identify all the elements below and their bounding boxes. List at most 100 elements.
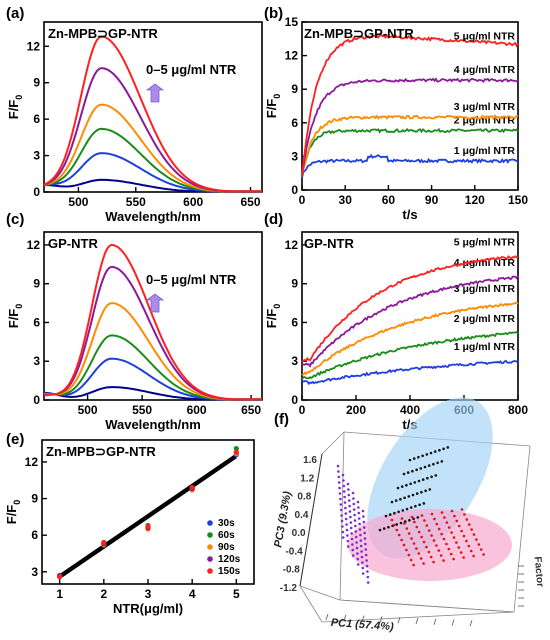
pca-point-black bbox=[423, 465, 427, 469]
pca-point-purple bbox=[361, 572, 365, 575]
data-point-150s bbox=[233, 449, 239, 455]
pc3-tick-label: 0.8 bbox=[297, 492, 311, 503]
axis-box-edge bbox=[321, 611, 515, 623]
pca-point-red bbox=[457, 546, 461, 549]
pca-point-red bbox=[440, 532, 443, 536]
pca-point-black bbox=[408, 458, 412, 462]
pca-point-black bbox=[428, 488, 432, 491]
pca-point-red bbox=[445, 521, 449, 524]
x-tick-label: 400 bbox=[400, 403, 420, 417]
series-label-2: 3 μg/ml NTR bbox=[454, 283, 516, 295]
pca-point-red bbox=[459, 551, 463, 554]
x-axis-label: Wavelength/nm bbox=[105, 417, 201, 432]
x-tick-label: 650 bbox=[241, 403, 261, 417]
pca-point-purple bbox=[355, 546, 359, 550]
pca-point-red bbox=[410, 537, 413, 540]
x-tick-label: 150 bbox=[508, 193, 528, 207]
pca-point-purple bbox=[360, 550, 363, 553]
pca-point-black bbox=[446, 446, 450, 449]
x-tick-label: 500 bbox=[68, 195, 88, 209]
pca-point-purple bbox=[359, 533, 362, 537]
panel-f: (f) 1.6 1.2 0.8 0.4 0.0 -0.4 -0.8 -1.2 PC3 (9.3%)… bbox=[272, 397, 545, 633]
pc1-tick-mark bbox=[343, 614, 347, 621]
pca-point-red bbox=[477, 543, 481, 546]
x-tick-label: 30 bbox=[339, 193, 353, 207]
pca-point-black bbox=[401, 509, 405, 512]
pca-point-red bbox=[455, 519, 459, 523]
pca-point-red bbox=[422, 540, 426, 544]
pca-point-black bbox=[405, 483, 408, 487]
pca-point-red bbox=[457, 524, 461, 528]
pca-point-black bbox=[399, 497, 402, 501]
pca-point-black bbox=[422, 502, 426, 505]
pca-point-purple bbox=[344, 517, 348, 521]
pca-point-black bbox=[409, 482, 412, 486]
pca-point-red bbox=[407, 553, 411, 557]
pca-point-purple bbox=[351, 554, 355, 557]
pca-point-black bbox=[418, 503, 421, 507]
pca-point-red bbox=[413, 520, 416, 524]
pca-point-red bbox=[475, 538, 478, 541]
pca-point-black bbox=[382, 527, 386, 530]
data-point-150s bbox=[101, 539, 107, 546]
pca-point-purple bbox=[356, 552, 359, 555]
kinetic-line-3 bbox=[301, 275, 519, 368]
pca-point-purple bbox=[359, 539, 363, 542]
y-axis-label: F/F0 bbox=[4, 500, 22, 525]
pca-point-black bbox=[399, 521, 403, 525]
legend-label-90s: 90s bbox=[218, 542, 235, 553]
pca-point-black bbox=[411, 493, 415, 497]
pca-point-black bbox=[420, 490, 423, 494]
pca-point-red bbox=[467, 523, 471, 526]
pca-point-purple bbox=[351, 491, 355, 495]
axis-box-edge bbox=[299, 585, 341, 601]
pc1-tick-mark bbox=[433, 618, 437, 625]
pca-point-purple bbox=[346, 539, 350, 543]
pca-point-black bbox=[406, 471, 410, 474]
increase-arrow-icon bbox=[145, 83, 165, 103]
pca-point-red bbox=[439, 554, 443, 557]
pca-point-black bbox=[414, 504, 417, 508]
panel-c: 500 550 600 650 0 3 6 9 12(c) Wavelength/nm F/F0 0–… bbox=[6, 211, 263, 432]
kinetic-line-4 bbox=[301, 255, 519, 363]
x-axis-label: Wavelength/nm bbox=[105, 209, 201, 224]
y-tick-label: 12 bbox=[285, 238, 299, 252]
y-axis-label: F/F0 bbox=[6, 304, 24, 329]
pca-point-red bbox=[482, 553, 485, 556]
pca-point-red bbox=[405, 548, 408, 552]
axis-box-edge bbox=[321, 431, 345, 455]
x-axis-label: NTR(μg/ml) bbox=[113, 601, 183, 616]
pca-point-purple bbox=[361, 509, 365, 513]
y-tick-label: 15 bbox=[285, 15, 299, 29]
x-tick-label: 120 bbox=[465, 193, 485, 207]
pc3-axis-label: PC3 (9.3%) bbox=[272, 490, 294, 548]
pca-point-red bbox=[400, 538, 403, 542]
pc1-tick-mark bbox=[361, 615, 365, 622]
pca-point-purple bbox=[353, 513, 356, 517]
pca-point-black bbox=[415, 468, 418, 472]
pca-point-red bbox=[415, 547, 418, 550]
pca-point-black bbox=[427, 464, 431, 467]
panel-letter: (e) bbox=[6, 431, 24, 448]
x-tick-label: 550 bbox=[132, 403, 152, 417]
x-tick-label: 0 bbox=[299, 403, 306, 417]
pca-point-red bbox=[462, 556, 465, 559]
pca-point-black bbox=[390, 500, 394, 504]
pca-point-purple bbox=[345, 528, 349, 532]
kinetic-line-1 bbox=[301, 127, 519, 177]
pc1-tick-mark bbox=[451, 619, 455, 626]
pca-point-red bbox=[452, 557, 455, 561]
pca-point-purple bbox=[337, 481, 341, 484]
pca-point-purple bbox=[351, 543, 354, 546]
pca-point-black bbox=[421, 454, 424, 458]
pca-point-black bbox=[395, 523, 399, 526]
kinetic-line-2 bbox=[301, 301, 519, 376]
pca-point-black bbox=[400, 485, 404, 488]
pca-point-red bbox=[429, 555, 433, 559]
pca-point-purple bbox=[356, 563, 360, 566]
pca-point-red bbox=[420, 514, 424, 517]
pca-point-purple bbox=[364, 553, 368, 557]
pca-point-purple bbox=[337, 475, 341, 479]
y-tick-label: 9 bbox=[31, 492, 38, 506]
x-tick-label: 2 bbox=[100, 587, 107, 601]
